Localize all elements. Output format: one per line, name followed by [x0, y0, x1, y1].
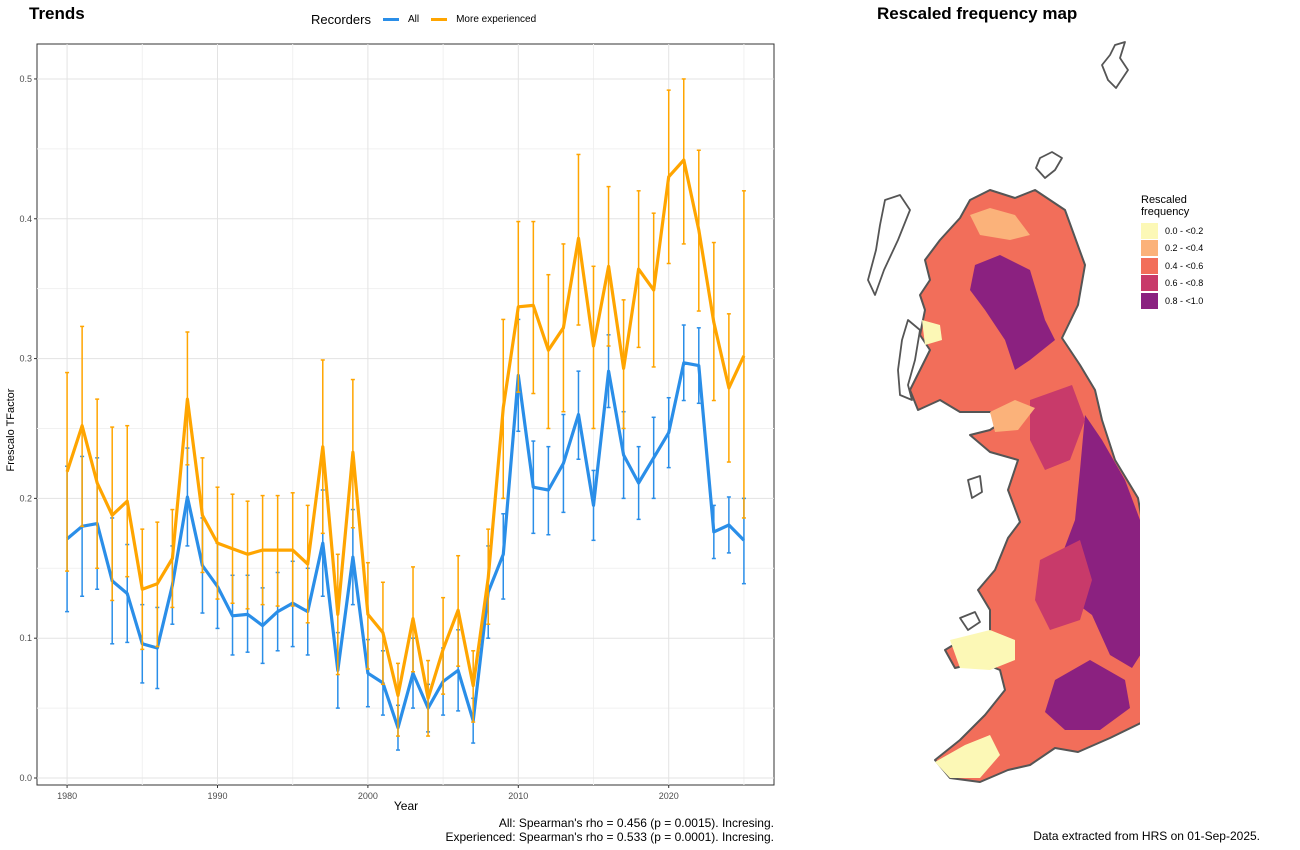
trends-chart: 0.0 0.1 0.2 0.3 0.4 0.5 1980 1990 2000 2010 2020 Y…	[5, 43, 775, 813]
map-region-very-high-south	[1045, 660, 1130, 730]
x-tick-label: 2010	[508, 791, 528, 801]
map-legend-swatch	[1141, 275, 1158, 292]
y-tick-label: 0.1	[19, 633, 32, 643]
map-legend-item: 0.2 - <0.4	[1141, 240, 1203, 258]
map-legend-swatch	[1141, 257, 1158, 274]
map-legend-swatch	[1141, 222, 1158, 239]
legend-title: Recorders	[311, 12, 371, 27]
map-legend-item: 0.0 - <0.2	[1141, 222, 1203, 240]
series-more-experienced	[65, 78, 746, 737]
map-legend-item: 0.8 - <1.0	[1141, 292, 1203, 310]
map-legend-label: 0.4 - <0.6	[1165, 260, 1204, 271]
caption-line-all: All: Spearman's rho = 0.456 (p = 0.0015)…	[498, 816, 774, 830]
map-region-high-midlands	[1035, 540, 1092, 630]
gb-frequency-map	[867, 41, 1140, 783]
map-legend-label: 0.0 - <0.2	[1165, 225, 1204, 236]
plot-panel	[36, 43, 775, 786]
map-legend-label: 0.6 - <0.8	[1165, 278, 1204, 289]
series	[65, 78, 746, 751]
map-region-very-high-scotland	[970, 255, 1055, 370]
map-region-low-southwest	[935, 735, 1000, 778]
map-land	[909, 189, 1140, 783]
y-axis-label: Frescalo TFactor	[5, 388, 17, 471]
legend-swatch-experienced	[431, 18, 448, 21]
map-region-mid-borders	[990, 400, 1035, 432]
map-legend-label: 0.8 - <1.0	[1165, 295, 1204, 306]
x-tick-label: 2020	[659, 791, 679, 801]
map-legend-item: 0.4 - <0.6	[1141, 257, 1203, 275]
series-all	[65, 318, 746, 751]
map-islands	[867, 41, 1129, 631]
source-note: Data extracted from HRS on 01-Sep-2025.	[1033, 829, 1260, 843]
caption-line-experienced: Experienced: Spearman's rho = 0.533 (p =…	[445, 830, 775, 844]
map-outline-hebrides	[867, 194, 911, 296]
map-legend: Rescaled frequency 0.0 - <0.2 0.2 - <0.4…	[1141, 194, 1203, 310]
y-tick-label: 0.4	[19, 214, 32, 224]
map-legend-label: 0.2 - <0.4	[1165, 243, 1204, 254]
map-outline-west-coast	[897, 319, 921, 401]
legend-label-all: All	[407, 14, 420, 25]
caption: All: Spearman's rho = 0.456 (p = 0.0015)…	[380, 816, 775, 844]
y-tick-label: 0.0	[19, 773, 32, 783]
map-legend-item: 0.6 - <0.8	[1141, 275, 1203, 293]
map-outline-isle-of-man	[967, 475, 983, 499]
map-legend-title-line2: frequency	[1141, 206, 1190, 218]
map-outline-anglesey	[959, 611, 981, 631]
map-legend-title: Rescaled frequency	[1141, 194, 1203, 218]
map-outline-orkney	[1035, 151, 1063, 179]
y-tick-label: 0.2	[19, 493, 32, 503]
x-tick-label: 1990	[207, 791, 227, 801]
map-region-high-north	[1030, 385, 1085, 470]
x-tick-label: 1980	[57, 791, 77, 801]
map-outline-shetland	[1101, 41, 1129, 89]
legend-label-experienced: More experienced	[456, 14, 537, 25]
series-line-more-experienced	[65, 158, 746, 700]
chart-legend: Recorders All More experienced	[311, 12, 536, 27]
map-region-low-wales	[950, 630, 1015, 670]
map-region-mid-scotland	[970, 208, 1030, 240]
trends-title: Trends	[29, 4, 85, 23]
y-tick-label: 0.3	[19, 354, 32, 364]
y-tick-label: 0.5	[19, 74, 32, 84]
series-line-all	[66, 361, 746, 730]
x-axis-label: Year	[394, 799, 418, 813]
map-region-low-west-scotland	[922, 320, 942, 345]
x-tick-label: 2000	[358, 791, 378, 801]
map-legend-swatch	[1141, 240, 1158, 257]
map-title: Rescaled frequency map	[877, 4, 1078, 23]
map-fills	[922, 208, 1140, 778]
map-legend-swatch	[1141, 292, 1158, 309]
legend-swatch-all	[382, 18, 399, 21]
axes: 0.0 0.1 0.2 0.3 0.4 0.5 1980 1990 2000 2010 2020	[19, 74, 678, 801]
map-region-base	[909, 189, 1140, 783]
map-legend-title-line1: Rescaled	[1141, 194, 1187, 206]
